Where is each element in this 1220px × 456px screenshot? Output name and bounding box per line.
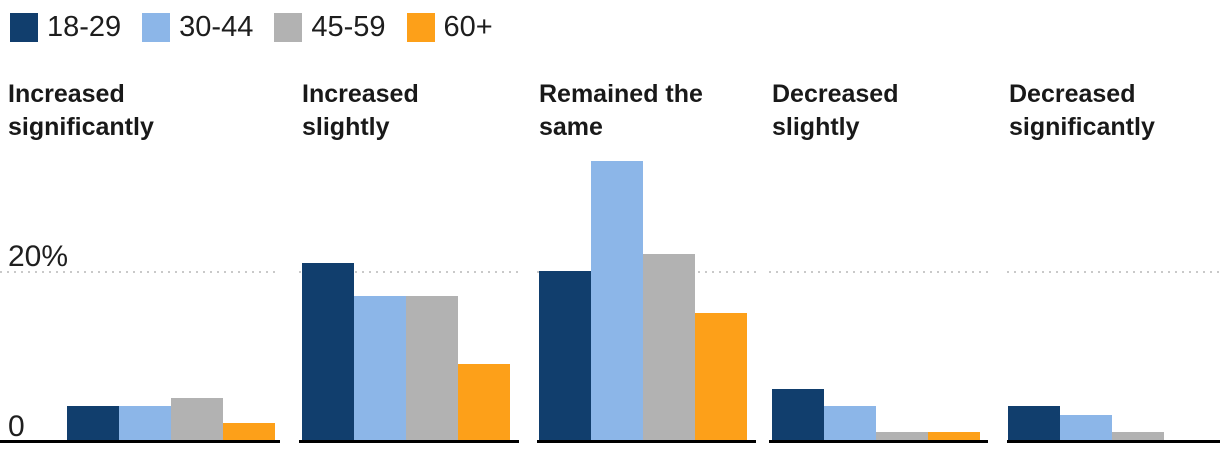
legend-swatch-icon: [406, 13, 435, 42]
category-title: Decreased significantly: [1009, 80, 1155, 141]
legend-swatch-icon: [142, 13, 171, 42]
category-group: Increased slightly: [299, 0, 519, 456]
gridline-20pct: [299, 271, 519, 273]
bar-45-59: [643, 254, 695, 440]
bar-60+: [928, 432, 980, 440]
legend-swatch-icon: [10, 13, 38, 42]
bar-cluster: [1008, 406, 1216, 440]
bar-45-59: [1112, 432, 1164, 440]
x-axis-line: [1007, 440, 1220, 443]
category-title: Decreased slightly: [772, 80, 899, 141]
bar-cluster: [772, 389, 980, 440]
bar-30-44: [591, 161, 643, 440]
category-group: Decreased significantly: [1007, 0, 1220, 456]
y-tick-label-0: 0: [8, 410, 25, 443]
bar-60+: [458, 364, 510, 440]
category-title: Increased slightly: [302, 80, 419, 141]
bar-18-29: [539, 271, 591, 440]
legend-label: 30-44: [179, 11, 254, 43]
category-group: Decreased slightly: [769, 0, 988, 456]
bar-60+: [223, 423, 275, 440]
x-axis-line: [537, 440, 756, 443]
legend-item-45-59: 45-59: [274, 11, 386, 43]
x-axis-line: [0, 440, 280, 443]
bar-cluster: [67, 398, 275, 440]
bar-45-59: [406, 296, 458, 440]
legend-label: 60+: [443, 11, 493, 43]
legend-swatch-icon: [274, 13, 303, 42]
category-group: Remained the same: [537, 0, 756, 456]
gridline-20pct: [769, 271, 988, 273]
bar-18-29: [302, 263, 354, 440]
x-axis-line: [299, 440, 519, 443]
legend-item-30-44: 30-44: [142, 13, 253, 42]
bar-cluster: [302, 263, 510, 440]
category-title: Remained the same: [539, 80, 703, 141]
bar-18-29: [772, 389, 824, 440]
bar-60+: [695, 313, 747, 440]
bar-45-59: [876, 432, 928, 440]
bar-30-44: [1060, 415, 1112, 440]
category-title: Increased significantly: [8, 80, 154, 141]
legend-item-18-29: 18-29: [10, 13, 121, 42]
x-axis-line: [769, 440, 988, 443]
gridline-20pct: [0, 271, 280, 273]
bar-30-44: [354, 296, 406, 440]
category-group: Increased significantly 20% 0: [0, 0, 280, 456]
legend-item-60+: 60+: [406, 11, 493, 43]
gridline-20pct: [1007, 271, 1220, 273]
legend: 18-29 30-44 45-59 60+: [10, 13, 493, 42]
bar-cluster: [539, 161, 747, 440]
legend-label: 18-29: [47, 11, 122, 43]
bar-45-59: [171, 398, 223, 440]
bar-18-29: [1008, 406, 1060, 440]
bar-18-29: [67, 406, 119, 440]
y-tick-label-20: 20%: [8, 240, 69, 273]
bar-30-44: [824, 406, 876, 440]
legend-label: 45-59: [311, 11, 386, 43]
bar-30-44: [119, 406, 171, 440]
